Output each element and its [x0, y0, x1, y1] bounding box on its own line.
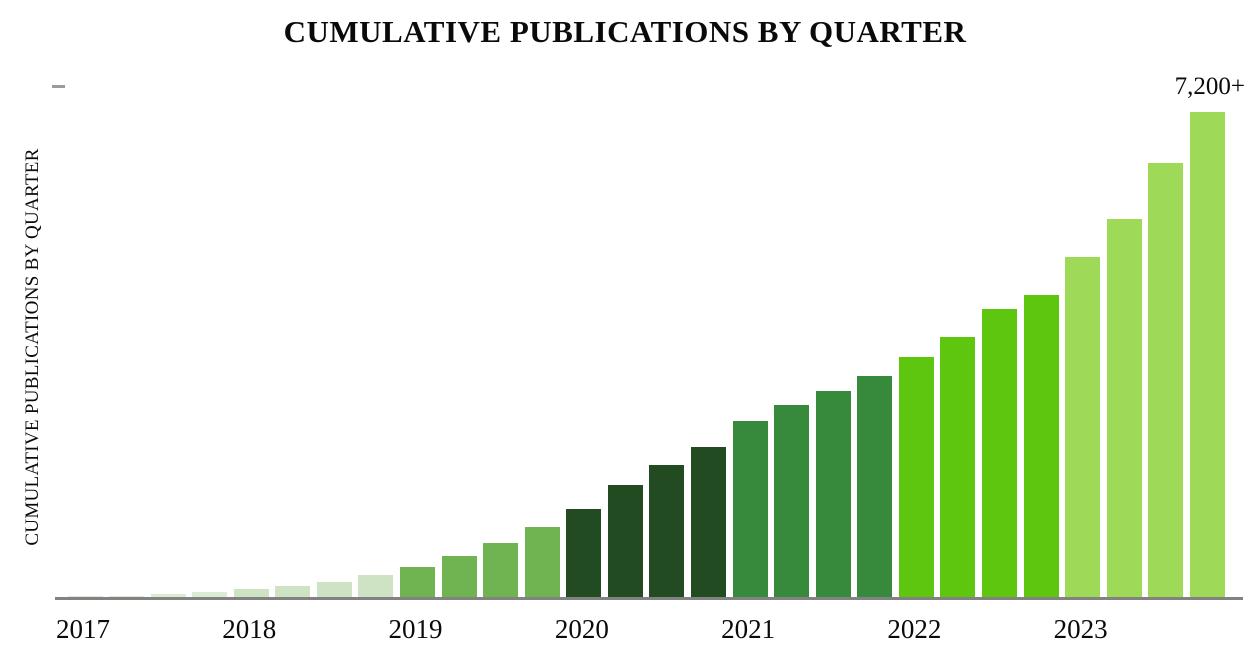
bar-2017-q1: [67, 596, 103, 597]
bar-2022-q2: [940, 337, 976, 597]
bar-2021-q3: [815, 391, 851, 597]
x-axis-label-2018: 2018: [222, 614, 277, 644]
bar-2021-q2: [774, 405, 810, 597]
bar-2018-q4: [358, 575, 394, 597]
bar-2023-q2: [1106, 219, 1142, 597]
y-axis-tick-dash: [52, 85, 65, 88]
bar-2022-q3: [982, 309, 1018, 597]
x-axis-label-2019: 2019: [388, 614, 443, 644]
bar-2019-q2: [441, 556, 477, 597]
bar-2020-q3: [649, 465, 685, 597]
x-axis-label-2022: 2022: [887, 614, 942, 644]
bar-2017-q4: [192, 592, 228, 597]
bar-2020-q1: [566, 509, 602, 597]
bar-2019-q1: [400, 567, 436, 597]
x-axis-line: [55, 597, 1243, 600]
bar-2022-q4: [1023, 295, 1059, 597]
bar-2022-q1: [898, 357, 934, 597]
bar-2023-q1: [1065, 257, 1101, 597]
bar-2019-q3: [483, 543, 519, 597]
bar-2021-q1: [732, 421, 768, 597]
bar-2020-q4: [691, 447, 727, 597]
x-axis-label-2020: 2020: [554, 614, 609, 644]
bar-2018-q3: [316, 582, 352, 597]
x-axis-label-2023: 2023: [1053, 614, 1108, 644]
bar-2018-q1: [233, 589, 269, 597]
bar-2019-q4: [524, 527, 560, 597]
y-axis-label: CUMULATIVE PUBLICATIONS BY QUARTER: [22, 148, 43, 546]
bar-2017-q2: [109, 596, 145, 597]
bar-2021-q4: [857, 376, 893, 597]
max-value-annotation: 7,200+: [1174, 73, 1245, 100]
bar-2023-q4: [1189, 112, 1225, 597]
x-axis-label-2021: 2021: [721, 614, 776, 644]
chart-title: CUMULATIVE PUBLICATIONS BY QUARTER: [283, 14, 967, 49]
bar-2020-q2: [607, 485, 643, 597]
bar-2023-q3: [1148, 163, 1184, 597]
bar-2017-q3: [150, 594, 186, 597]
x-axis-label-2017: 2017: [56, 614, 110, 644]
bar-2018-q2: [275, 586, 311, 597]
